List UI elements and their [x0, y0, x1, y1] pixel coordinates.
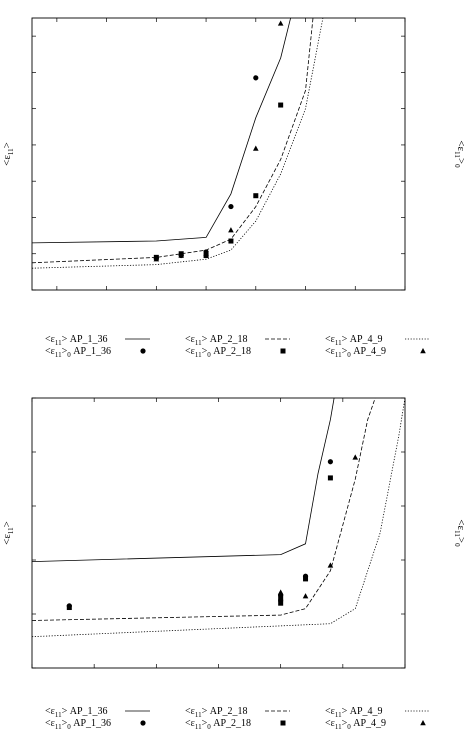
data-point-circle	[253, 75, 259, 81]
chart-panel-b: <ε11> <ε11>0<ε11> AP_1_36 <ε11> AP_2_18 <ε1…	[1, 397, 466, 731]
legend-label: <ε11>0 AP_2_18	[185, 346, 251, 359]
data-point-square	[278, 600, 284, 606]
data-point-square	[303, 576, 309, 582]
legend-label: <ε11> AP_2_18	[185, 334, 248, 347]
data-point-circle	[228, 203, 234, 210]
series-line--11-ap-1-36	[32, 398, 335, 562]
data-point-triangle	[228, 227, 234, 233]
legend-label: <ε11> AP_4_9	[325, 706, 383, 719]
y-axis-label: <ε11>	[1, 142, 15, 166]
data-point-square	[66, 605, 72, 611]
data-point-triangle	[277, 20, 284, 26]
legend-label: <ε11>0 AP_4_9	[325, 346, 386, 359]
legend-label: <ε11> AP_2_18	[185, 706, 248, 719]
series-line--11-ap-2-18	[32, 398, 376, 621]
plot-frame	[31, 397, 406, 669]
data-point-square	[253, 193, 259, 199]
plot-frame	[31, 17, 406, 291]
legend-swatch-marker	[140, 348, 146, 354]
data-point-circle	[327, 459, 333, 465]
legend-swatch-marker	[280, 720, 286, 726]
data-point-square	[228, 238, 234, 244]
legend-label: <ε11>0 AP_2_18	[185, 718, 251, 731]
chart-panel-a: <ε11> <ε11>0<ε11> AP_1_36 <ε11> AP_2_18 <ε1…	[1, 17, 466, 359]
legend-label: <ε11> AP_1_36	[45, 334, 108, 347]
data-point-square	[278, 102, 284, 108]
data-point-triangle	[327, 562, 334, 568]
legend-label: <ε11>0 AP_4_9	[325, 718, 386, 731]
legend-label: <ε11> AP_4_9	[325, 334, 383, 347]
y-axis-label: <ε11>	[1, 521, 15, 545]
data-point-triangle	[352, 454, 359, 460]
legend-label: <ε11>0 AP_1_36	[45, 718, 111, 731]
series-line--11-ap-4-9	[32, 398, 405, 638]
legend-swatch-marker	[420, 348, 426, 354]
legend-label: <ε11> AP_1_36	[45, 706, 108, 719]
legend-swatch-marker	[420, 720, 426, 726]
plot-area	[32, 18, 324, 269]
data-point-triangle	[203, 250, 209, 256]
data-point-triangle	[153, 256, 160, 262]
legend-swatch-marker	[140, 720, 146, 726]
data-point-triangle	[302, 593, 309, 599]
data-point-square	[278, 595, 284, 601]
series-line--11-ap-2-18	[32, 18, 314, 264]
y-axis-label-right: <ε11>0	[453, 519, 466, 547]
series-line--11-ap-4-9	[32, 18, 324, 269]
series-line--11-ap-1-36	[32, 18, 291, 244]
legend-swatch-marker	[280, 348, 286, 354]
data-point-triangle	[178, 252, 184, 258]
data-point-triangle	[277, 589, 284, 595]
data-point-triangle	[253, 145, 259, 151]
data-point-square	[327, 475, 333, 481]
plot-area	[32, 398, 405, 638]
y-axis-label-right: <ε11>0	[453, 140, 466, 168]
legend-label: <ε11>0 AP_1_36	[45, 346, 111, 359]
